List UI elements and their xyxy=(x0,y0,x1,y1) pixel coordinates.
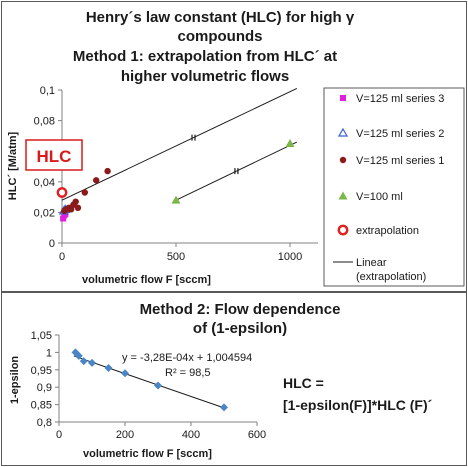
chart2-x-tick-label: 200 xyxy=(116,429,134,441)
chart2-data-point xyxy=(121,369,129,378)
chart2-y-tick-label: 1,05 xyxy=(31,330,52,342)
chart1-legend-marker xyxy=(340,95,346,101)
chart1-legend-label: Linear xyxy=(356,257,387,269)
chart1-x-axis-label: volumetric flow F [sccm] xyxy=(82,274,211,286)
chart1-data-point xyxy=(81,189,89,196)
formula-line2: [1-epsilon(F)]*HLC (F)´ xyxy=(283,397,433,413)
chart1-legend-marker xyxy=(337,224,349,236)
chart1-y-tick-label: 0,02 xyxy=(34,207,55,219)
chart2-title-line1: Method 2: Flow dependence xyxy=(140,301,341,318)
chart1-title-line2: compounds xyxy=(178,28,263,45)
hlc-callout-label: HLC xyxy=(37,147,72,166)
chart1-y-tick-label: 0,1 xyxy=(40,85,55,97)
chart1-data-point xyxy=(60,215,67,222)
chart2-trendline xyxy=(73,355,225,409)
chart1-title-line4: higher volumetric flows xyxy=(121,68,289,85)
chart1-data-point xyxy=(93,177,100,184)
chart2-y-tick-label: 0,95 xyxy=(31,365,52,377)
chart2-data-point xyxy=(74,351,83,360)
chart2-data-point xyxy=(154,381,162,390)
chart1-legend-marker xyxy=(338,191,348,200)
method1-chart: Henry´s law constant (HLC) for high γ co… xyxy=(7,9,465,287)
chart1-legend-marker xyxy=(337,127,349,137)
chart1-legend-label: extrapolation xyxy=(356,225,419,237)
hlc-callout-box xyxy=(25,139,83,171)
chart1-x-tick-label: 500 xyxy=(167,251,185,263)
chart2-title-line2: of (1-epsilon) xyxy=(193,320,287,337)
chart1-legend-label: (extrapolation) xyxy=(356,271,426,283)
chart2-x-tick-label: 0 xyxy=(56,429,62,441)
chart1-y-axis-label: HLC´ [M/atm] xyxy=(7,131,19,200)
chart1-title-line3: Method 1: extrapolation from HLC´ at xyxy=(73,48,337,65)
chart1-linear-fit-line xyxy=(175,141,298,201)
chart1-data-point xyxy=(74,204,82,212)
chart1-data-point xyxy=(104,167,111,175)
chart2-y-tick-label: 0,9 xyxy=(37,382,52,394)
chart2-y-tick-label: 0,8 xyxy=(37,417,52,429)
chart2-x-tick-label: 400 xyxy=(182,429,200,441)
chart1-data-point xyxy=(56,187,68,198)
chart2-data-point xyxy=(79,357,88,366)
chart2-y-axis-label: 1-epsilon xyxy=(9,356,21,405)
chart1-legend-label: V=125 ml series 2 xyxy=(356,128,444,140)
chart1-legend-marker xyxy=(339,156,347,164)
chart2-data-point xyxy=(88,358,96,367)
chart2-data-point xyxy=(220,403,228,412)
formula-line1: HLC = xyxy=(283,375,324,391)
chart1-x-tick-label: 0 xyxy=(59,251,65,263)
chart2-data-point xyxy=(104,364,113,373)
chart1-y-tick-label: 0 xyxy=(49,238,55,250)
chart1-data-point xyxy=(285,139,295,148)
chart2-x-axis-label: volumetric flow F [sccm] xyxy=(83,448,212,460)
chart1-y-tick-label: 0,04 xyxy=(34,177,55,189)
chart2-y-tick-label: 1 xyxy=(46,347,52,359)
chart1-linear-fit-line xyxy=(61,88,298,201)
chart1-title-line1: Henry´s law constant (HLC) for high γ xyxy=(86,9,355,26)
chart1-legend-label: V=125 ml series 1 xyxy=(356,155,444,167)
trendline-r-squared: R² = 98,5 xyxy=(165,367,211,379)
trendline-equation: y = -3,28E-04x + 1,004594 xyxy=(122,352,252,364)
chart1-legend-label: V=125 ml series 3 xyxy=(356,93,444,105)
method2-chart-panel xyxy=(1,292,467,466)
chart1-data-point xyxy=(72,198,79,205)
chart1-data-point xyxy=(171,195,181,204)
chart2-y-tick-label: 0,85 xyxy=(31,400,52,412)
chart1-y-tick-label: 0,08 xyxy=(34,116,55,128)
chart2-x-tick-label: 600 xyxy=(248,429,266,441)
chart1-legend-label: V=100 ml xyxy=(356,191,403,203)
chart1-x-tick-label: 1000 xyxy=(278,251,302,263)
chart1-legend-box xyxy=(323,87,465,287)
